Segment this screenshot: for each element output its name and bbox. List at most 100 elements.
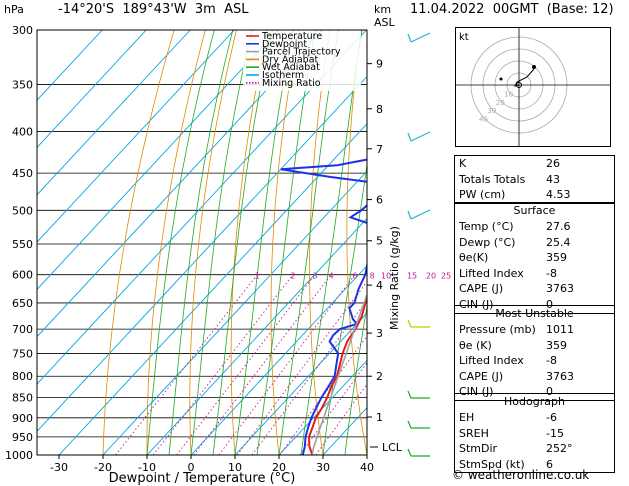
mu-value: 0 (546, 385, 553, 399)
index-value: 26 (546, 157, 560, 170)
mixing-ratio-label: 20 (426, 272, 436, 281)
legend-label: Wet Adiabat (262, 62, 320, 73)
legend-label: Mixing Ratio (262, 78, 321, 89)
legend-background (243, 31, 361, 91)
legend-label: Temperature (261, 31, 322, 42)
hodograph-stats-table: Hodograph EH -6 SREH -15 StmDir 252° StmSpd… (454, 393, 615, 474)
km-tick-label: 1 (376, 411, 383, 424)
mixing-ratio-label: 3 (312, 272, 317, 281)
surface-label: Temp (°C) (459, 220, 514, 233)
mu-row: θe (K) 359 (455, 338, 614, 354)
mixing-ratio-label: 2 (290, 272, 295, 281)
hodograph-ring-label: 30 (487, 107, 496, 115)
dry-adiabat-line (189, 30, 237, 455)
hodo-row: SREH -15 (455, 426, 614, 442)
parcel-trajectory-line (311, 292, 367, 455)
mu-value: 1011 (546, 323, 574, 336)
hodograph-point-left (499, 77, 503, 81)
isotherm-line (190, 265, 367, 455)
mu-value: 3763 (546, 369, 574, 383)
pressure-tick-label: 350 (12, 78, 33, 91)
mixing-ratio-axis-title: Mixing Ratio (g/kg) (388, 226, 401, 330)
index-value: 4.53 (546, 188, 571, 202)
surface-label: CIN (J) (459, 297, 494, 311)
mixing-ratio-line (176, 274, 316, 455)
plot-frame (36, 29, 368, 456)
surface-row: θe(K) 359 (455, 250, 614, 266)
hodo-label: SREH (459, 426, 489, 440)
wind-barb-flag (407, 210, 412, 220)
surface-value: -8 (546, 266, 557, 280)
km-tick-label: 2 (376, 370, 383, 383)
index-row-pw: PW (cm) 4.53 (455, 187, 614, 203)
wind-barb-staff (410, 131, 431, 142)
mu-label: CIN (J) (459, 385, 494, 399)
mixing-ratio-line (218, 274, 356, 455)
index-label: PW (cm) (459, 188, 506, 202)
hodo-value: -6 (546, 411, 557, 424)
most-unstable-table: Most Unstable Pressure (mb) 1011 θe (K) 35… (454, 305, 615, 401)
copyright-footer[interactable]: © weatheronline.co.uk (452, 468, 590, 482)
isotherm-line (37, 30, 147, 149)
surface-value: 0 (546, 297, 553, 311)
wet-adiabat-line (256, 30, 316, 455)
km-tick-label: 7 (376, 143, 383, 156)
dewpoint-line (280, 158, 367, 455)
isotherm-line (411, 30, 455, 455)
wind-barb-flag (407, 448, 412, 457)
mixing-ratio-label: 4 (329, 272, 334, 281)
wind-barb-staff (410, 32, 431, 43)
hodo-row: EH -6 (455, 410, 614, 426)
x-tick-label: 30 (316, 461, 330, 474)
mu-label: Pressure (mb) (459, 323, 536, 336)
legend-label: Dry Adiabat (262, 54, 319, 65)
km-tick-label: 6 (376, 194, 383, 207)
surface-value: 359 (546, 251, 567, 265)
hodograph-ring-label: 40 (479, 116, 488, 124)
pressure-tick-label: 500 (12, 204, 33, 217)
mixing-ratio-line (251, 299, 367, 455)
isotherm-line (146, 217, 367, 455)
pressure-tick-label: 650 (12, 297, 33, 310)
wind-barb-staff (410, 209, 431, 220)
legend-label: Dewpoint (262, 39, 307, 50)
mu-label: CAPE (J) (459, 369, 504, 383)
mixing-ratio-line (115, 274, 258, 455)
wet-adiabat-line (234, 30, 294, 455)
x-tick-label: 20 (272, 461, 286, 474)
index-value: 43 (546, 172, 560, 186)
isotherm-line (58, 123, 367, 455)
wet-adiabat-line (300, 30, 363, 455)
wind-barb-flag (407, 390, 412, 399)
dry-adiabat-line (418, 30, 455, 455)
pressure-tick-label: 550 (12, 238, 33, 251)
pressure-tick-label: 950 (12, 431, 33, 444)
hodo-label: EH (459, 411, 475, 424)
isotherm-line (234, 312, 367, 455)
pressure-tick-label: 900 (12, 412, 33, 425)
mixing-ratio-label: 25 (441, 272, 451, 281)
mixing-ratio-label: 1 (255, 272, 260, 281)
x-tick-label: 0 (188, 461, 195, 474)
mixing-ratio-line (236, 280, 367, 455)
isotherm-line (37, 30, 235, 243)
isotherm-line (278, 359, 367, 455)
x-tick-label: 40 (360, 461, 374, 474)
surface-label: θe(K) (459, 251, 489, 265)
datetime-title: 11.04.2022 00GMT (Base: 12) (410, 2, 614, 17)
surface-table: Surface Temp (°C) 27.6 Dewp (°C) 25.4 θe(K… (454, 202, 615, 314)
isotherm-line (37, 30, 323, 338)
surface-label: Lifted Index (459, 266, 524, 280)
x-tick-label: -20 (94, 461, 112, 474)
mu-label: Lifted Index (459, 354, 524, 368)
mixing-ratio-line (315, 383, 367, 455)
mixing-ratio-line (279, 335, 367, 455)
mu-row: CIN (J) 0 (455, 384, 614, 400)
surface-label: Dewp (°C) (459, 235, 516, 249)
index-row-k: K 26 (455, 156, 614, 172)
index-row-totals: Totals Totals 43 (455, 172, 614, 188)
wind-barb-flag (407, 319, 412, 328)
mu-value: -8 (546, 354, 557, 368)
